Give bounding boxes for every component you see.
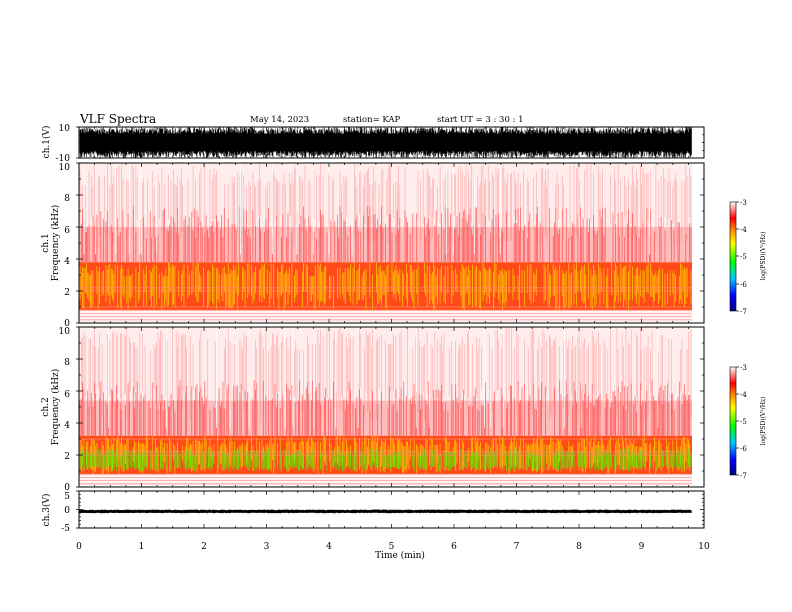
time-tick-label: 3 — [264, 542, 270, 552]
figure-title: VLF Spectra — [80, 112, 157, 126]
ch2-colorbar: -3 -4 -5 -6 -7 log(PSD)(V²/Hz) — [729, 364, 767, 480]
ch1-colorbar-label: log(PSD)(V²/Hz) — [760, 232, 767, 281]
ch2-colorbar-tick-label: -4 — [740, 391, 747, 399]
time-tick-label: 5 — [389, 542, 395, 552]
ch2-colorbar-bar — [729, 366, 737, 476]
ch3-waveform-trace — [79, 509, 692, 514]
time-tick-label: 4 — [326, 542, 332, 552]
time-tick-label: 7 — [514, 542, 520, 552]
ch1-ytick-10: 10 — [59, 163, 71, 173]
time-axis-tick-labels: 0 1 2 3 4 5 6 7 8 9 10 — [76, 542, 710, 552]
ch2-colorbar-tick-label: -5 — [740, 418, 747, 426]
ch2-spectrogram-channel-label: ch.2 — [41, 397, 51, 416]
panel-ch2-spectrogram: 0 2 4 6 8 10 ch.2 Frequency (kHz) -3 -4 … — [41, 326, 767, 493]
ch2-colorbar-tick-label: -3 — [740, 364, 747, 372]
spectrogram-speckle-green — [79, 448, 692, 471]
ch1-spectrogram-channel-label: ch.1 — [41, 233, 51, 252]
ch2-spectrogram-plot — [79, 327, 692, 487]
ch2-ytick-0: 0 — [64, 483, 70, 493]
ch1-waveform-ticks — [76, 126, 705, 159]
ch1-ytick-top: 10 — [59, 124, 71, 134]
spectrogram-speckle-high — [79, 163, 692, 247]
time-tick-label: 10 — [698, 542, 710, 552]
ch1-colorbar-tick-label: -5 — [740, 253, 747, 261]
ch1-ytick-6: 6 — [64, 226, 70, 236]
ch1-spectrogram-plot — [79, 163, 692, 323]
ch1-colorbar-tick-label: -4 — [740, 226, 747, 234]
ch2-frequency-tick-labels: 0 2 4 6 8 10 — [59, 327, 71, 493]
spectrogram-gaps — [107, 327, 659, 428]
ch1-waveform-plot — [79, 127, 692, 158]
time-tick-label: 9 — [639, 542, 645, 552]
ch1-colorbar-tick-label: -6 — [740, 281, 747, 289]
panel-ch3-waveform: 5 0 -5 ch.3(V) 0 1 2 3 4 5 6 7 8 9 10 Time (min) — [41, 490, 710, 561]
observation-date: May 14, 2023 — [250, 115, 310, 125]
ch2-spectrogram-ticks — [76, 326, 705, 488]
time-tick-label: 0 — [76, 542, 82, 552]
ch2-spectrogram-ylabel: Frequency (kHz) — [50, 369, 61, 446]
ch1-frequency-tick-labels: 0 2 4 6 8 10 — [59, 163, 71, 329]
ch1-ytick-4: 4 — [64, 257, 70, 267]
ch2-ytick-8: 8 — [64, 358, 70, 368]
ch1-colorbar-tick-label: -3 — [740, 199, 747, 207]
time-axis-label: Time (min) — [375, 550, 425, 561]
ch3-waveform-ticks — [76, 490, 705, 529]
ch3-ytick-bottom: -5 — [61, 524, 70, 534]
ch3-ytick-mid: 0 — [64, 506, 70, 516]
ch1-ytick-bottom: -10 — [56, 154, 71, 164]
ch3-waveform-frame — [78, 490, 705, 529]
spectrogram-gaps — [83, 163, 651, 255]
ch1-ytick-2: 2 — [64, 288, 70, 298]
ch2-ytick-4: 4 — [64, 421, 70, 431]
ch1-ytick-8: 8 — [64, 194, 70, 204]
panel-ch1-spectrogram: 0 2 4 6 8 10 ch.1 Frequency (kHz) -3 -4 … — [41, 162, 767, 329]
ch1-spectrogram-ylabel: Frequency (kHz) — [50, 205, 61, 282]
ch1-waveform-trace — [79, 127, 692, 158]
time-tick-label: 8 — [576, 542, 582, 552]
axis-ticks — [76, 126, 705, 159]
axis-ticks — [76, 162, 705, 324]
time-tick-label: 2 — [201, 542, 207, 552]
ch1-colorbar-bar — [729, 201, 737, 312]
panel-ch1-waveform: 10 -10 ch.1(V) — [41, 124, 705, 164]
ch2-colorbar-tick-label: -6 — [740, 445, 747, 453]
ch2-ytick-6: 6 — [64, 390, 70, 400]
spectrogram-speckle-mid — [79, 379, 691, 436]
ch3-ytick-top: 5 — [64, 492, 70, 502]
time-tick-label: 6 — [451, 542, 457, 552]
ch3-waveform-plot — [79, 509, 692, 514]
ch2-ytick-2: 2 — [64, 452, 70, 462]
ch1-colorbar: -3 -4 -5 -6 -7 log(PSD)(V²/Hz) — [729, 199, 767, 316]
spectrogram-speckle-high — [81, 327, 692, 420]
ch2-colorbar-label: log(PSD)(V²/Hz) — [760, 397, 767, 446]
time-tick-label: 1 — [139, 542, 145, 552]
ch3-waveform-ylabel: ch.3(V) — [41, 494, 52, 527]
ch1-colorbar-tick-label: -7 — [740, 308, 747, 316]
axis-ticks — [76, 326, 705, 488]
ch2-ytick-10: 10 — [59, 327, 71, 337]
ch1-spectrogram-ticks — [76, 162, 705, 324]
ch1-waveform-ylabel: ch.1(V) — [41, 126, 52, 159]
start-time-label: start UT = 3 : 30 : 1 — [437, 115, 524, 125]
ch2-colorbar-tick-label: -7 — [740, 472, 747, 480]
axis-ticks — [76, 490, 705, 529]
station-label: station= KAP — [343, 115, 401, 125]
ch1-ytick-0: 0 — [64, 319, 70, 329]
